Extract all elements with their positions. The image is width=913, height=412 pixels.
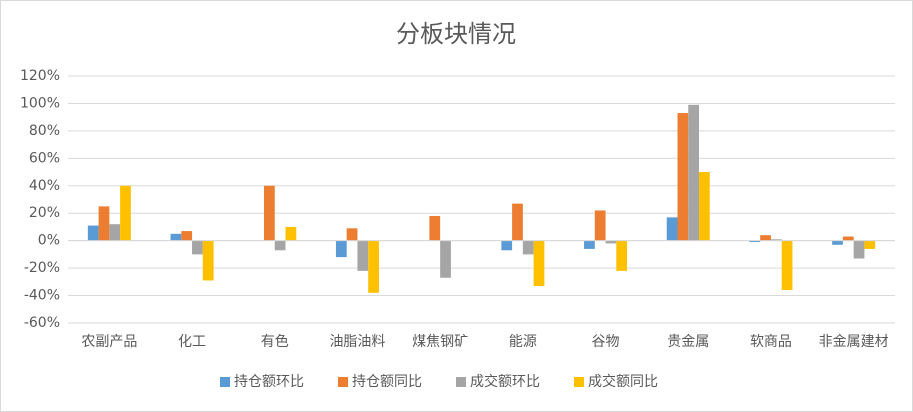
- bar: [533, 240, 545, 286]
- y-tick-label: 0%: [38, 233, 60, 249]
- x-tick-label: 化工: [178, 334, 206, 350]
- y-tick-label: 60%: [29, 150, 60, 166]
- legend-swatch: [220, 377, 230, 387]
- bar: [202, 240, 214, 281]
- x-tick-label: 油脂油料: [329, 334, 385, 350]
- bar: [594, 210, 606, 241]
- x-tick-label: 软商品: [750, 334, 792, 350]
- bar: [429, 215, 441, 241]
- x-tick-label: 农副产品: [81, 334, 137, 350]
- bar: [98, 206, 110, 241]
- bar: [749, 240, 761, 243]
- bar: [440, 240, 451, 278]
- bar: [87, 225, 99, 241]
- legend-swatch: [338, 377, 348, 387]
- bar: [760, 235, 771, 241]
- y-tick-label: -20%: [24, 260, 60, 276]
- bar: [170, 233, 182, 241]
- legend-label: 成交额同比: [588, 373, 658, 390]
- bar: [335, 240, 347, 258]
- y-tick-label: 20%: [29, 205, 60, 221]
- bar: [770, 239, 782, 241]
- bar: [357, 240, 369, 271]
- bar: [512, 203, 523, 241]
- legend-label: 持仓额环比: [234, 374, 304, 390]
- x-tick-label: 贵金属: [667, 334, 709, 350]
- y-tick-label: -40%: [24, 288, 60, 304]
- y-tick-label: 40%: [29, 178, 60, 194]
- bar: [853, 240, 865, 259]
- legend-swatch: [574, 377, 584, 387]
- bar: [699, 172, 710, 241]
- x-tick-label: 非金属建材: [819, 334, 889, 350]
- chart-title: 分板块情况: [396, 20, 516, 48]
- bar: [677, 113, 689, 241]
- bar: [832, 240, 843, 245]
- bar: [181, 231, 193, 241]
- x-tick-label: 有色: [261, 333, 289, 350]
- y-tick-label: 120%: [20, 68, 60, 84]
- y-tick-label: 80%: [29, 123, 60, 139]
- bar: [522, 240, 534, 255]
- bar: [616, 240, 628, 271]
- x-tick-label: 煤焦钢矿: [412, 334, 468, 350]
- bar: [368, 240, 379, 293]
- bar: [120, 185, 131, 241]
- bar: [192, 240, 203, 255]
- bar: [666, 217, 678, 241]
- bar: [781, 240, 793, 291]
- bar: [274, 240, 286, 251]
- bar: [605, 240, 617, 244]
- bar: [688, 104, 700, 241]
- legend-label: 成交额环比: [470, 373, 540, 390]
- bar: [109, 224, 121, 241]
- bar: [842, 236, 854, 241]
- bar: [584, 240, 595, 249]
- legend-swatch: [456, 377, 466, 387]
- bar: [263, 185, 275, 241]
- y-tick-label: -60%: [24, 315, 60, 331]
- bar: [864, 240, 876, 249]
- x-tick-label: 谷物: [592, 334, 620, 350]
- bar: [285, 226, 297, 241]
- bar: [501, 240, 513, 251]
- x-tick-label: 能源: [509, 334, 537, 350]
- y-tick-label: 100%: [20, 95, 60, 111]
- legend-label: 持仓额同比: [352, 374, 422, 390]
- bar: [346, 228, 358, 241]
